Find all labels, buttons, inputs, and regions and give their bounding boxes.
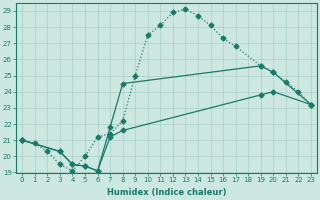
X-axis label: Humidex (Indice chaleur): Humidex (Indice chaleur) xyxy=(107,188,226,197)
